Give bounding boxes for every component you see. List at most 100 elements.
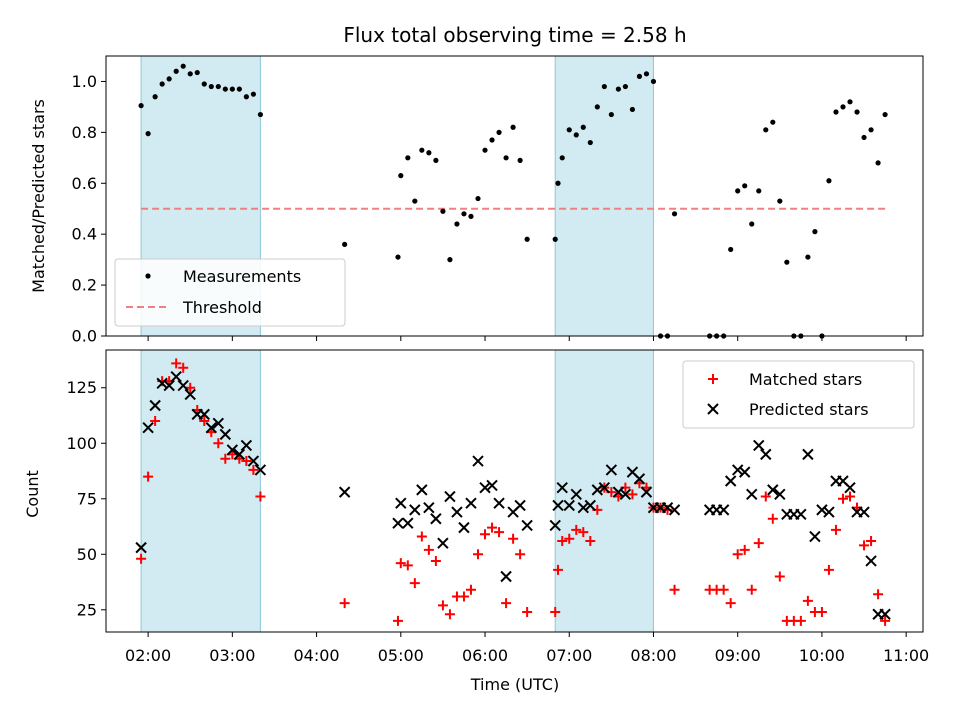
matched-star-point [873, 589, 884, 600]
measurement-point [763, 127, 769, 133]
matched-star-point [774, 571, 785, 582]
predicted-star-point [226, 444, 239, 456]
measurement-point [566, 127, 572, 133]
matched-star-point [494, 527, 505, 538]
predicted-star-point [444, 490, 456, 503]
predicted-star-point [802, 448, 814, 461]
measurement-point [496, 129, 502, 135]
matched-star-point [760, 491, 771, 502]
predicted-star-point [465, 497, 477, 509]
predicted-star-point [739, 466, 751, 478]
predicted-star-point [142, 422, 154, 434]
measurement-point [398, 173, 404, 179]
predicted-star-point [661, 501, 674, 514]
measurement-point [229, 86, 235, 92]
matched-star-point [473, 549, 484, 560]
measurement-point [405, 155, 411, 161]
measurement-point [594, 104, 600, 110]
measurement-point [854, 109, 860, 115]
measurement-point [840, 104, 846, 110]
measurement-point [145, 131, 151, 137]
matched-star-point [627, 489, 638, 500]
predicted-star-point [774, 488, 786, 501]
x-tick-label: 02:00 [125, 646, 171, 665]
predicted-star-point [724, 475, 737, 487]
predicted-star-point [591, 484, 604, 496]
matched-star-point [585, 535, 596, 546]
bottom-legend: Matched stars Predicted stars [682, 360, 915, 429]
matched-star-point [669, 584, 680, 595]
chart-title: Flux total observing time = 2.58 h [343, 23, 686, 47]
matched-star-point [578, 527, 589, 538]
measurement-point [236, 86, 242, 92]
predicted-star-point [514, 499, 526, 512]
predicted-star-point [809, 530, 821, 543]
matched-star-point [199, 416, 210, 427]
measurement-point [243, 94, 249, 100]
measurement-point [608, 111, 614, 118]
x-tick-label: 11:00 [883, 646, 929, 665]
predicted-star-point [472, 455, 484, 467]
matched-star-point [732, 549, 743, 560]
measurement-point [395, 254, 401, 260]
measurement-point [784, 259, 790, 265]
matched-star-point [501, 598, 512, 609]
matched-star-point [837, 493, 848, 504]
predicted-star-point [823, 506, 835, 518]
predicted-star-point [760, 448, 772, 461]
matched-star-point [213, 438, 224, 449]
predicted-star-point [865, 555, 877, 567]
matched-star-point [437, 600, 448, 611]
matched-star-point [339, 598, 350, 609]
predicted-star-point [486, 479, 498, 492]
legend-marker-matched [708, 374, 718, 384]
predicted-star-point [521, 519, 533, 532]
top-y-axis-label: Matched/Predicted stars [29, 99, 48, 293]
measurement-point [587, 139, 593, 146]
measurement-point [447, 257, 453, 263]
x-tick-label: 10:00 [799, 646, 845, 665]
predicted-star-point [219, 428, 232, 441]
x-tick-label: 05:00 [378, 646, 424, 665]
legend-box [114, 258, 346, 327]
matched-star-point [746, 584, 757, 595]
y-tick-label: 25 [77, 600, 97, 619]
measurement-point [643, 71, 650, 77]
matched-star-point [564, 533, 575, 544]
y-tick-label: 75 [77, 489, 97, 508]
legend-label-predicted: Predicted stars [749, 400, 869, 419]
matched-star-point [830, 524, 841, 535]
matched-star-point [178, 362, 189, 373]
top-axes-frame [105, 55, 924, 337]
matched-star-point [171, 358, 182, 369]
matched-star-point [515, 549, 526, 560]
predicted-star-point [233, 448, 246, 461]
legend-label-matched: Matched stars [749, 370, 862, 389]
measurement-point [468, 213, 474, 219]
measurement-point [555, 180, 561, 186]
predicted-star-point [577, 501, 589, 514]
predicted-star-point [633, 473, 646, 485]
matched-star-point [557, 535, 568, 546]
y-tick-label: 0.0 [72, 327, 97, 346]
matched-star-point [767, 513, 778, 524]
predicted-star-point [556, 481, 568, 494]
matched-star-point [136, 553, 147, 564]
x-axis-label: Time (UTC) [470, 675, 559, 694]
legend-label-threshold: Threshold [182, 298, 262, 317]
measurement-point [166, 76, 172, 82]
shaded-region [554, 55, 654, 337]
measurement-point [426, 150, 432, 156]
legend-label-measurements: Measurements [183, 267, 301, 286]
measurement-point [201, 81, 207, 87]
matched-star-point [423, 544, 434, 555]
matched-star-point [739, 544, 750, 555]
matched-star-point [718, 584, 729, 595]
measurement-point [517, 157, 523, 163]
x-tick-label: 09:00 [715, 646, 761, 665]
y-tick-label: 0.6 [72, 174, 97, 193]
measurement-point [419, 147, 425, 153]
matched-star-point [550, 607, 561, 618]
measurement-point [580, 124, 586, 130]
